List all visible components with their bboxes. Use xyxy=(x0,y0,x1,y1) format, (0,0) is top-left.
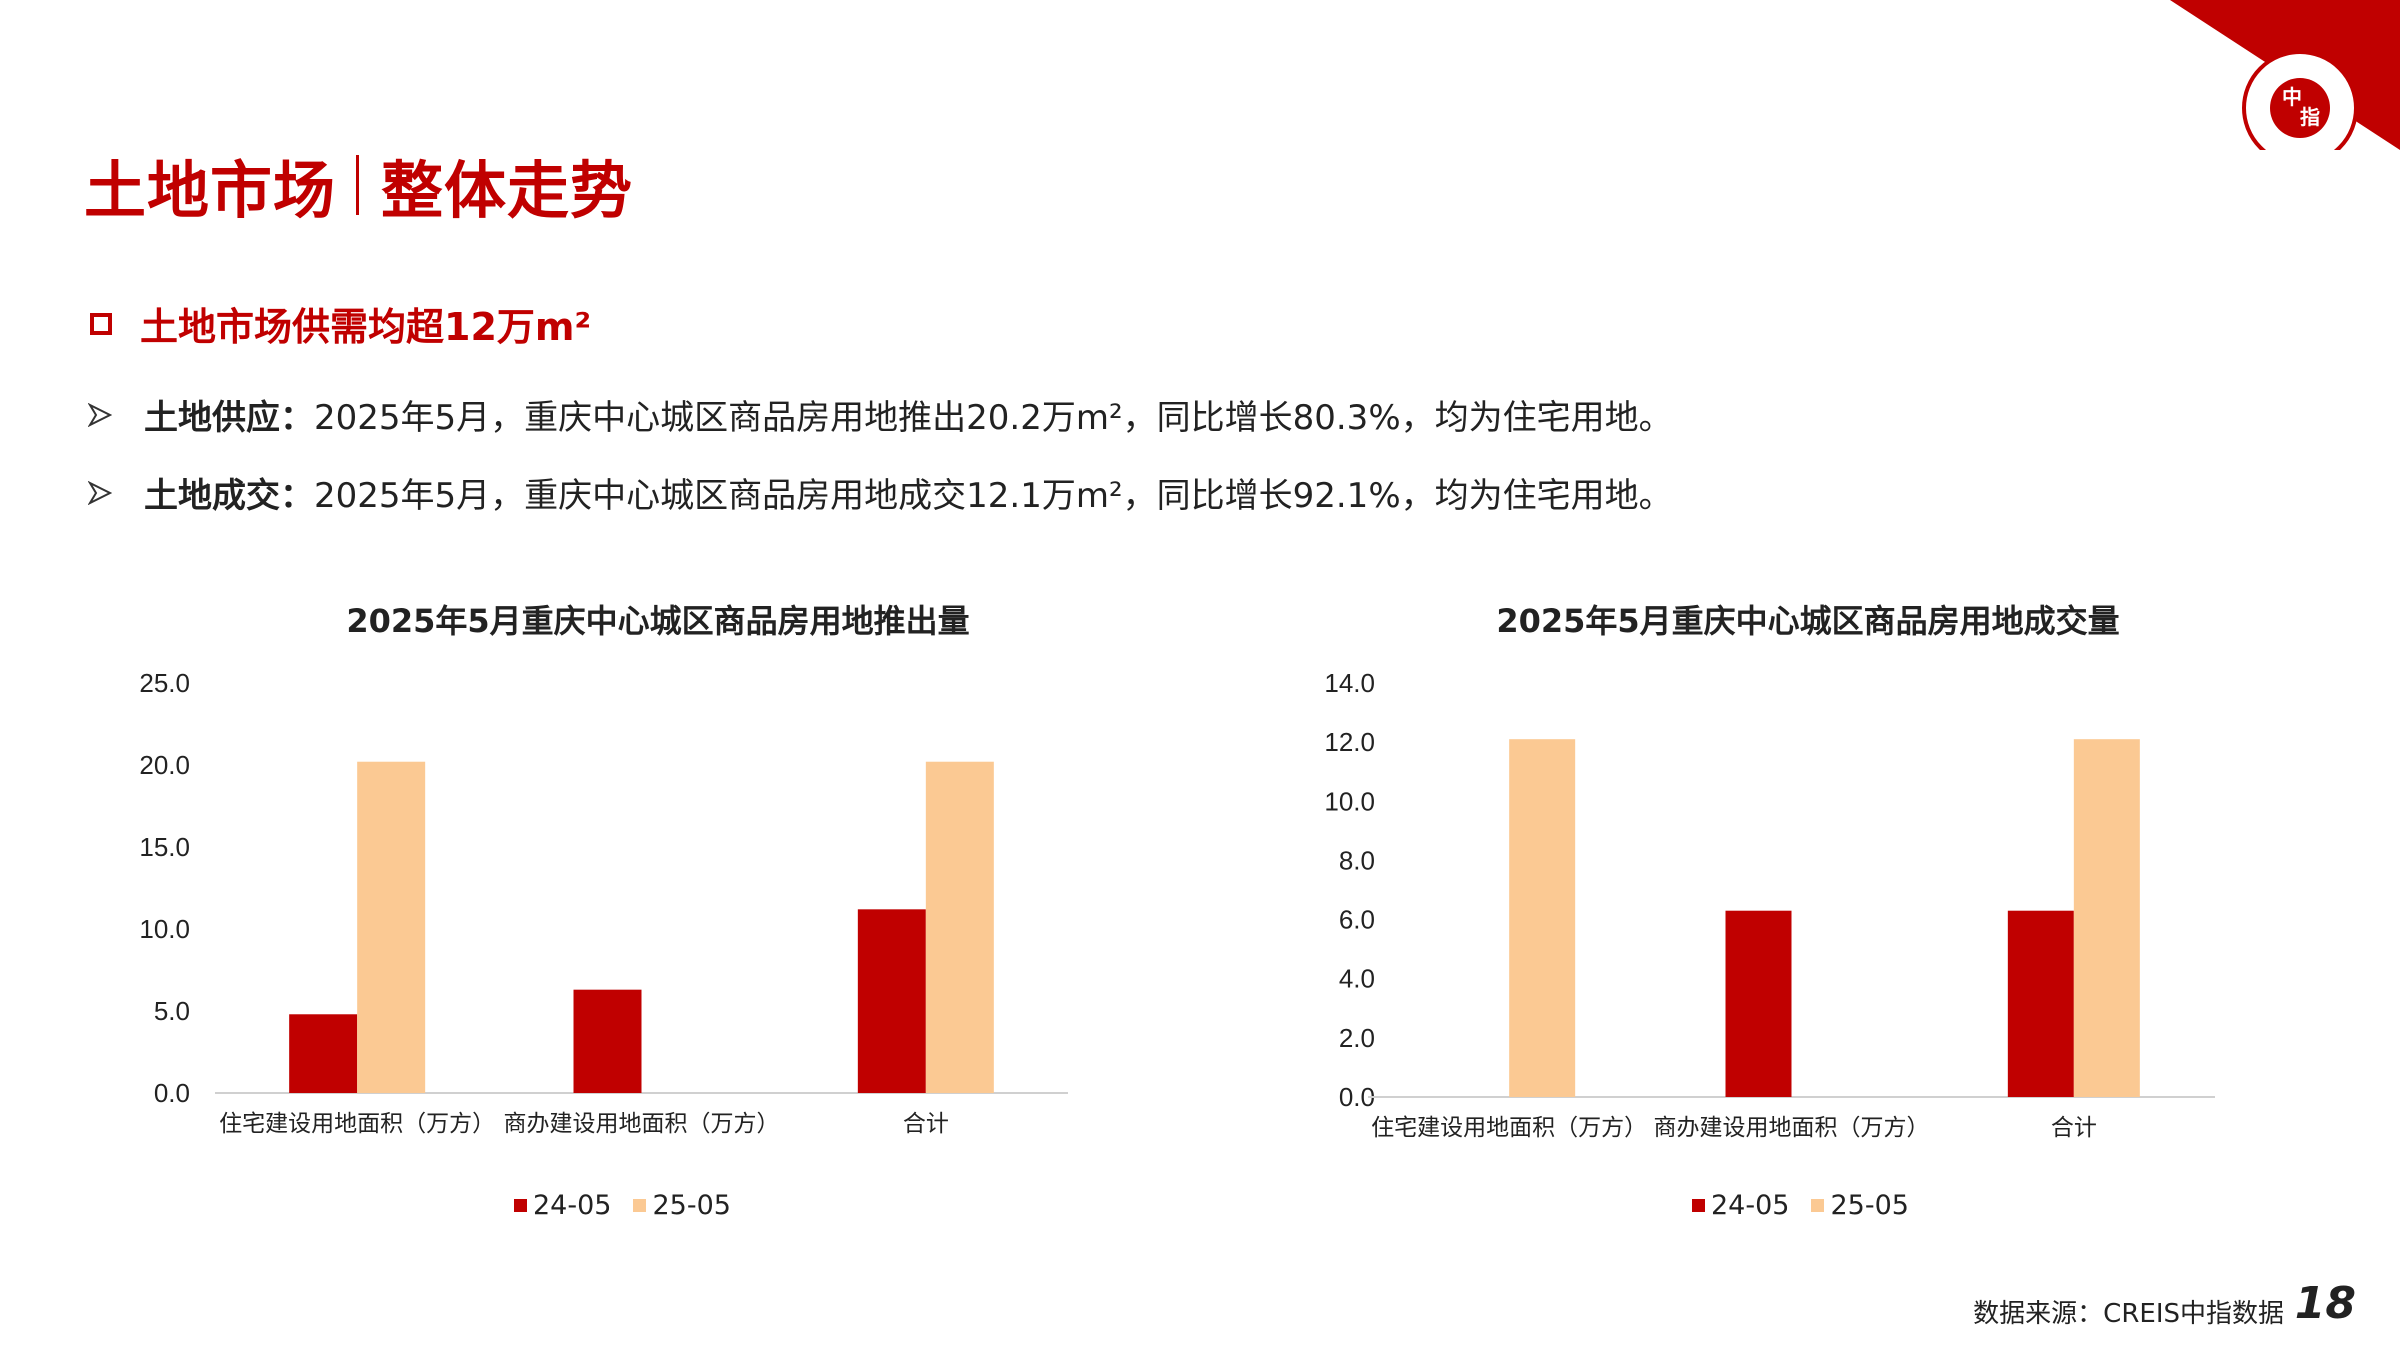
bullet-deal: 土地成交： 2025年5月，重庆中心城区商品房用地成交12.1万m²，同比增长9… xyxy=(88,468,1673,517)
x-tick-label: 商办建设用地面积（万方） xyxy=(1654,1115,1930,1141)
y-tick-label: 25.0 xyxy=(139,668,190,698)
bar-24-05 xyxy=(573,989,642,1093)
bar-24-05 xyxy=(1725,910,1792,1097)
title-separator xyxy=(356,155,360,215)
legend-item-25: 25-05 xyxy=(633,1190,731,1221)
checkbox-square-icon xyxy=(90,312,112,335)
page-title-left: 土地市场 xyxy=(84,154,337,227)
page-title-right: 整体走势 xyxy=(381,154,634,227)
legend-swatch xyxy=(633,1199,647,1212)
legend-swatch xyxy=(514,1199,527,1212)
bar-24-05 xyxy=(289,1014,358,1093)
page-title: 土地市场 整体走势 xyxy=(84,140,633,230)
x-tick-label: 住宅建设用地面积（万方） xyxy=(219,1111,495,1137)
arrowhead-icon xyxy=(88,480,112,505)
y-tick-label: 10.0 xyxy=(139,914,190,944)
x-tick-label: 合计 xyxy=(903,1111,949,1137)
bullet-deal-text: 2025年5月，重庆中心城区商品房用地成交12.1万m²，同比增长92.1%，均… xyxy=(314,476,1673,516)
y-tick-label: 14.0 xyxy=(1324,668,1375,698)
legend-swatch xyxy=(1692,1199,1705,1212)
legend-item-24: 24-05 xyxy=(514,1190,611,1221)
logo-text-2: 指 xyxy=(2300,105,2320,129)
y-tick-label: 5.0 xyxy=(154,996,190,1026)
logo-inner xyxy=(2270,78,2330,138)
bar-25-05 xyxy=(357,761,426,1093)
section-heading-text: 土地市场供需均超12万m² xyxy=(140,305,592,349)
bullet-supply-label: 土地供应： xyxy=(144,398,314,438)
y-tick-label: 12.0 xyxy=(1324,727,1375,757)
y-tick-label: 15.0 xyxy=(139,832,190,862)
bar-25-05 xyxy=(2073,739,2140,1097)
legend-label: 24-05 xyxy=(533,1190,612,1221)
bullet-supply: 土地供应： 2025年5月，重庆中心城区商品房用地推出20.2万m²，同比增长8… xyxy=(88,390,1673,439)
x-tick-label: 合计 xyxy=(2051,1115,2097,1141)
y-tick-label: 10.0 xyxy=(1324,786,1375,816)
arrowhead-icon xyxy=(88,402,112,427)
chart-2-legend: 24-05 25-05 xyxy=(1692,1190,1931,1221)
corner-logo: 中 指 xyxy=(2170,0,2400,150)
page-number: 18 xyxy=(2294,1278,2356,1329)
legend-item-24: 24-05 xyxy=(1692,1190,1789,1221)
bullet-deal-label: 土地成交： xyxy=(144,476,314,516)
bar-24-05 xyxy=(857,909,926,1093)
y-tick-label: 6.0 xyxy=(1339,905,1375,935)
y-tick-label: 8.0 xyxy=(1339,845,1375,875)
chart-2-title: 2025年5月重庆中心城区商品房用地成交量 xyxy=(1496,602,2120,640)
legend-label: 24-05 xyxy=(1711,1190,1790,1221)
y-tick-label: 2.0 xyxy=(1339,1023,1375,1053)
bar-25-05 xyxy=(925,761,994,1093)
data-source: 数据来源：CREIS中指数据 xyxy=(1973,1299,2284,1329)
legend-swatch xyxy=(1811,1199,1825,1212)
logo-text-1: 中 xyxy=(2282,85,2302,109)
bar-24-05 xyxy=(2007,910,2074,1097)
y-tick-label: 4.0 xyxy=(1339,964,1375,994)
x-tick-label: 商办建设用地面积（万方） xyxy=(504,1111,780,1137)
x-tick-label: 住宅建设用地面积（万方） xyxy=(1371,1115,1647,1141)
y-tick-label: 20.0 xyxy=(139,750,190,780)
section-heading: 土地市场供需均超12万m² xyxy=(90,296,591,351)
bullet-supply-text: 2025年5月，重庆中心城区商品房用地推出20.2万m²，同比增长80.3%，均… xyxy=(314,398,1673,438)
legend-label: 25-05 xyxy=(1830,1190,1909,1221)
legend-label: 25-05 xyxy=(652,1190,731,1221)
legend-item-25: 25-05 xyxy=(1811,1190,1909,1221)
bar-25-05 xyxy=(1509,739,1576,1097)
y-tick-label: 0.0 xyxy=(154,1078,190,1108)
chart-1-legend: 24-05 25-05 xyxy=(514,1190,753,1221)
chart-1-title: 2025年5月重庆中心城区商品房用地推出量 xyxy=(346,602,970,640)
